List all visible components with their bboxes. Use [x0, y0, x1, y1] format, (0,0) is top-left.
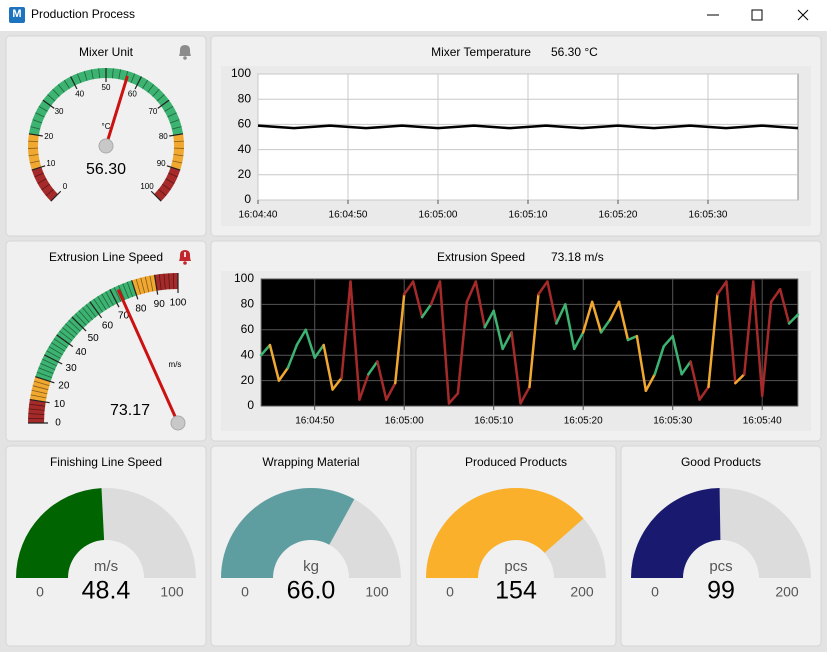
gauge-range	[156, 281, 178, 283]
gauge-tick-label: 50	[88, 333, 100, 344]
x-tick-label: 16:05:40	[743, 416, 782, 427]
gauge-minor-tick	[28, 418, 44, 419]
gauge-tick-label: 30	[66, 363, 78, 374]
gauge-title: Mixer Unit	[79, 45, 134, 59]
x-tick-label: 16:05:20	[564, 416, 603, 427]
x-tick-label: 16:05:30	[653, 416, 692, 427]
gauge-tick-label: 30	[55, 107, 64, 116]
y-tick-label: 40	[241, 347, 255, 361]
dial-value: 48.4	[82, 577, 131, 605]
x-tick-label: 16:05:00	[419, 210, 458, 221]
gauge-minor-tick	[173, 273, 174, 289]
dial-min: 0	[651, 584, 659, 600]
dial-max: 200	[775, 584, 799, 600]
dial-min: 0	[241, 584, 249, 600]
y-tick-label: 20	[241, 373, 255, 387]
dial-max: 100	[365, 584, 389, 600]
y-tick-label: 100	[234, 271, 254, 285]
y-tick-label: 60	[238, 117, 252, 131]
dial-title: Wrapping Material	[262, 455, 359, 469]
dial-unit: pcs	[709, 558, 732, 575]
dial-unit: kg	[303, 558, 319, 575]
gauge-tick-label: 70	[148, 107, 157, 116]
gauge-tick-label: 100	[140, 182, 154, 191]
alarm-bell-clapper	[183, 261, 187, 265]
gauge-range	[33, 135, 37, 169]
gauge-range	[36, 401, 38, 423]
dial-unit: pcs	[504, 558, 527, 575]
y-tick-label: 20	[238, 167, 252, 181]
y-tick-label: 80	[241, 297, 255, 311]
dial-value: 66.0	[287, 577, 336, 605]
gauge-tick-label: 60	[128, 89, 137, 98]
dial-unit: m/s	[94, 558, 118, 575]
gauge-tick-label: 40	[75, 347, 87, 358]
gauge-tick-label: 20	[58, 381, 70, 392]
x-tick-label: 16:05:10	[474, 416, 513, 427]
gauge-tick-label: 0	[63, 182, 68, 191]
dial-max: 200	[570, 584, 594, 600]
x-tick-label: 16:04:50	[329, 210, 368, 221]
dial-value: 99	[707, 577, 735, 605]
window-title: Production Process	[31, 7, 135, 21]
gauge-title: Extrusion Line Speed	[49, 250, 163, 264]
alarm-bell-clapper	[183, 56, 187, 60]
gauge-tick-label: 80	[135, 304, 147, 315]
gauge-hub	[99, 139, 113, 153]
gauge-tick-label: 50	[102, 83, 111, 92]
gauge-tick-label: 100	[170, 298, 187, 309]
gauge-tick-label: 10	[54, 399, 66, 410]
app-icon-letter: M	[12, 8, 21, 20]
dial-title: Good Products	[681, 455, 761, 469]
gauge-tick-label: 90	[154, 299, 166, 310]
x-tick-label: 16:05:20	[599, 210, 638, 221]
gauge-value: 56.30	[86, 161, 126, 178]
y-tick-label: 40	[238, 142, 252, 156]
y-tick-label: 0	[244, 192, 251, 206]
x-tick-label: 16:04:50	[295, 416, 334, 427]
x-tick-label: 16:05:30	[689, 210, 728, 221]
chart-title: Extrusion Speed	[437, 250, 525, 264]
dial-title: Produced Products	[465, 455, 567, 469]
gauge-hub	[171, 416, 185, 430]
gauge-tick-label: 0	[55, 418, 61, 429]
y-tick-label: 80	[238, 91, 252, 105]
dial-min: 0	[36, 584, 44, 600]
dial-min: 0	[446, 584, 454, 600]
x-tick-label: 16:05:10	[509, 210, 548, 221]
chart-current-value: 56.30 °C	[551, 45, 598, 59]
chart-current-value: 73.18 m/s	[551, 250, 604, 264]
x-tick-label: 16:04:40	[239, 210, 278, 221]
gauge-tick-label: 80	[159, 132, 168, 141]
gauge-tick-label: 10	[46, 159, 55, 168]
dial-value: 154	[495, 577, 537, 605]
alarm-mark	[184, 252, 186, 257]
gauge-unit: m/s	[169, 360, 182, 369]
dial-title: Finishing Line Speed	[50, 455, 162, 469]
gauge-value: 73.17	[110, 402, 150, 419]
gauge-tick-label: 20	[44, 132, 53, 141]
x-tick-label: 16:05:00	[385, 416, 424, 427]
gauge-unit: °C	[102, 122, 111, 131]
gauge-tick-label: 40	[75, 89, 84, 98]
gauge-tick-label: 90	[157, 159, 166, 168]
dial-max: 100	[160, 584, 184, 600]
chart-title: Mixer Temperature	[431, 45, 531, 59]
gauge-range	[175, 135, 179, 169]
y-tick-label: 0	[247, 398, 254, 412]
gauge-tick-label: 60	[102, 321, 114, 332]
y-tick-label: 60	[241, 322, 255, 336]
y-tick-label: 100	[231, 66, 251, 80]
